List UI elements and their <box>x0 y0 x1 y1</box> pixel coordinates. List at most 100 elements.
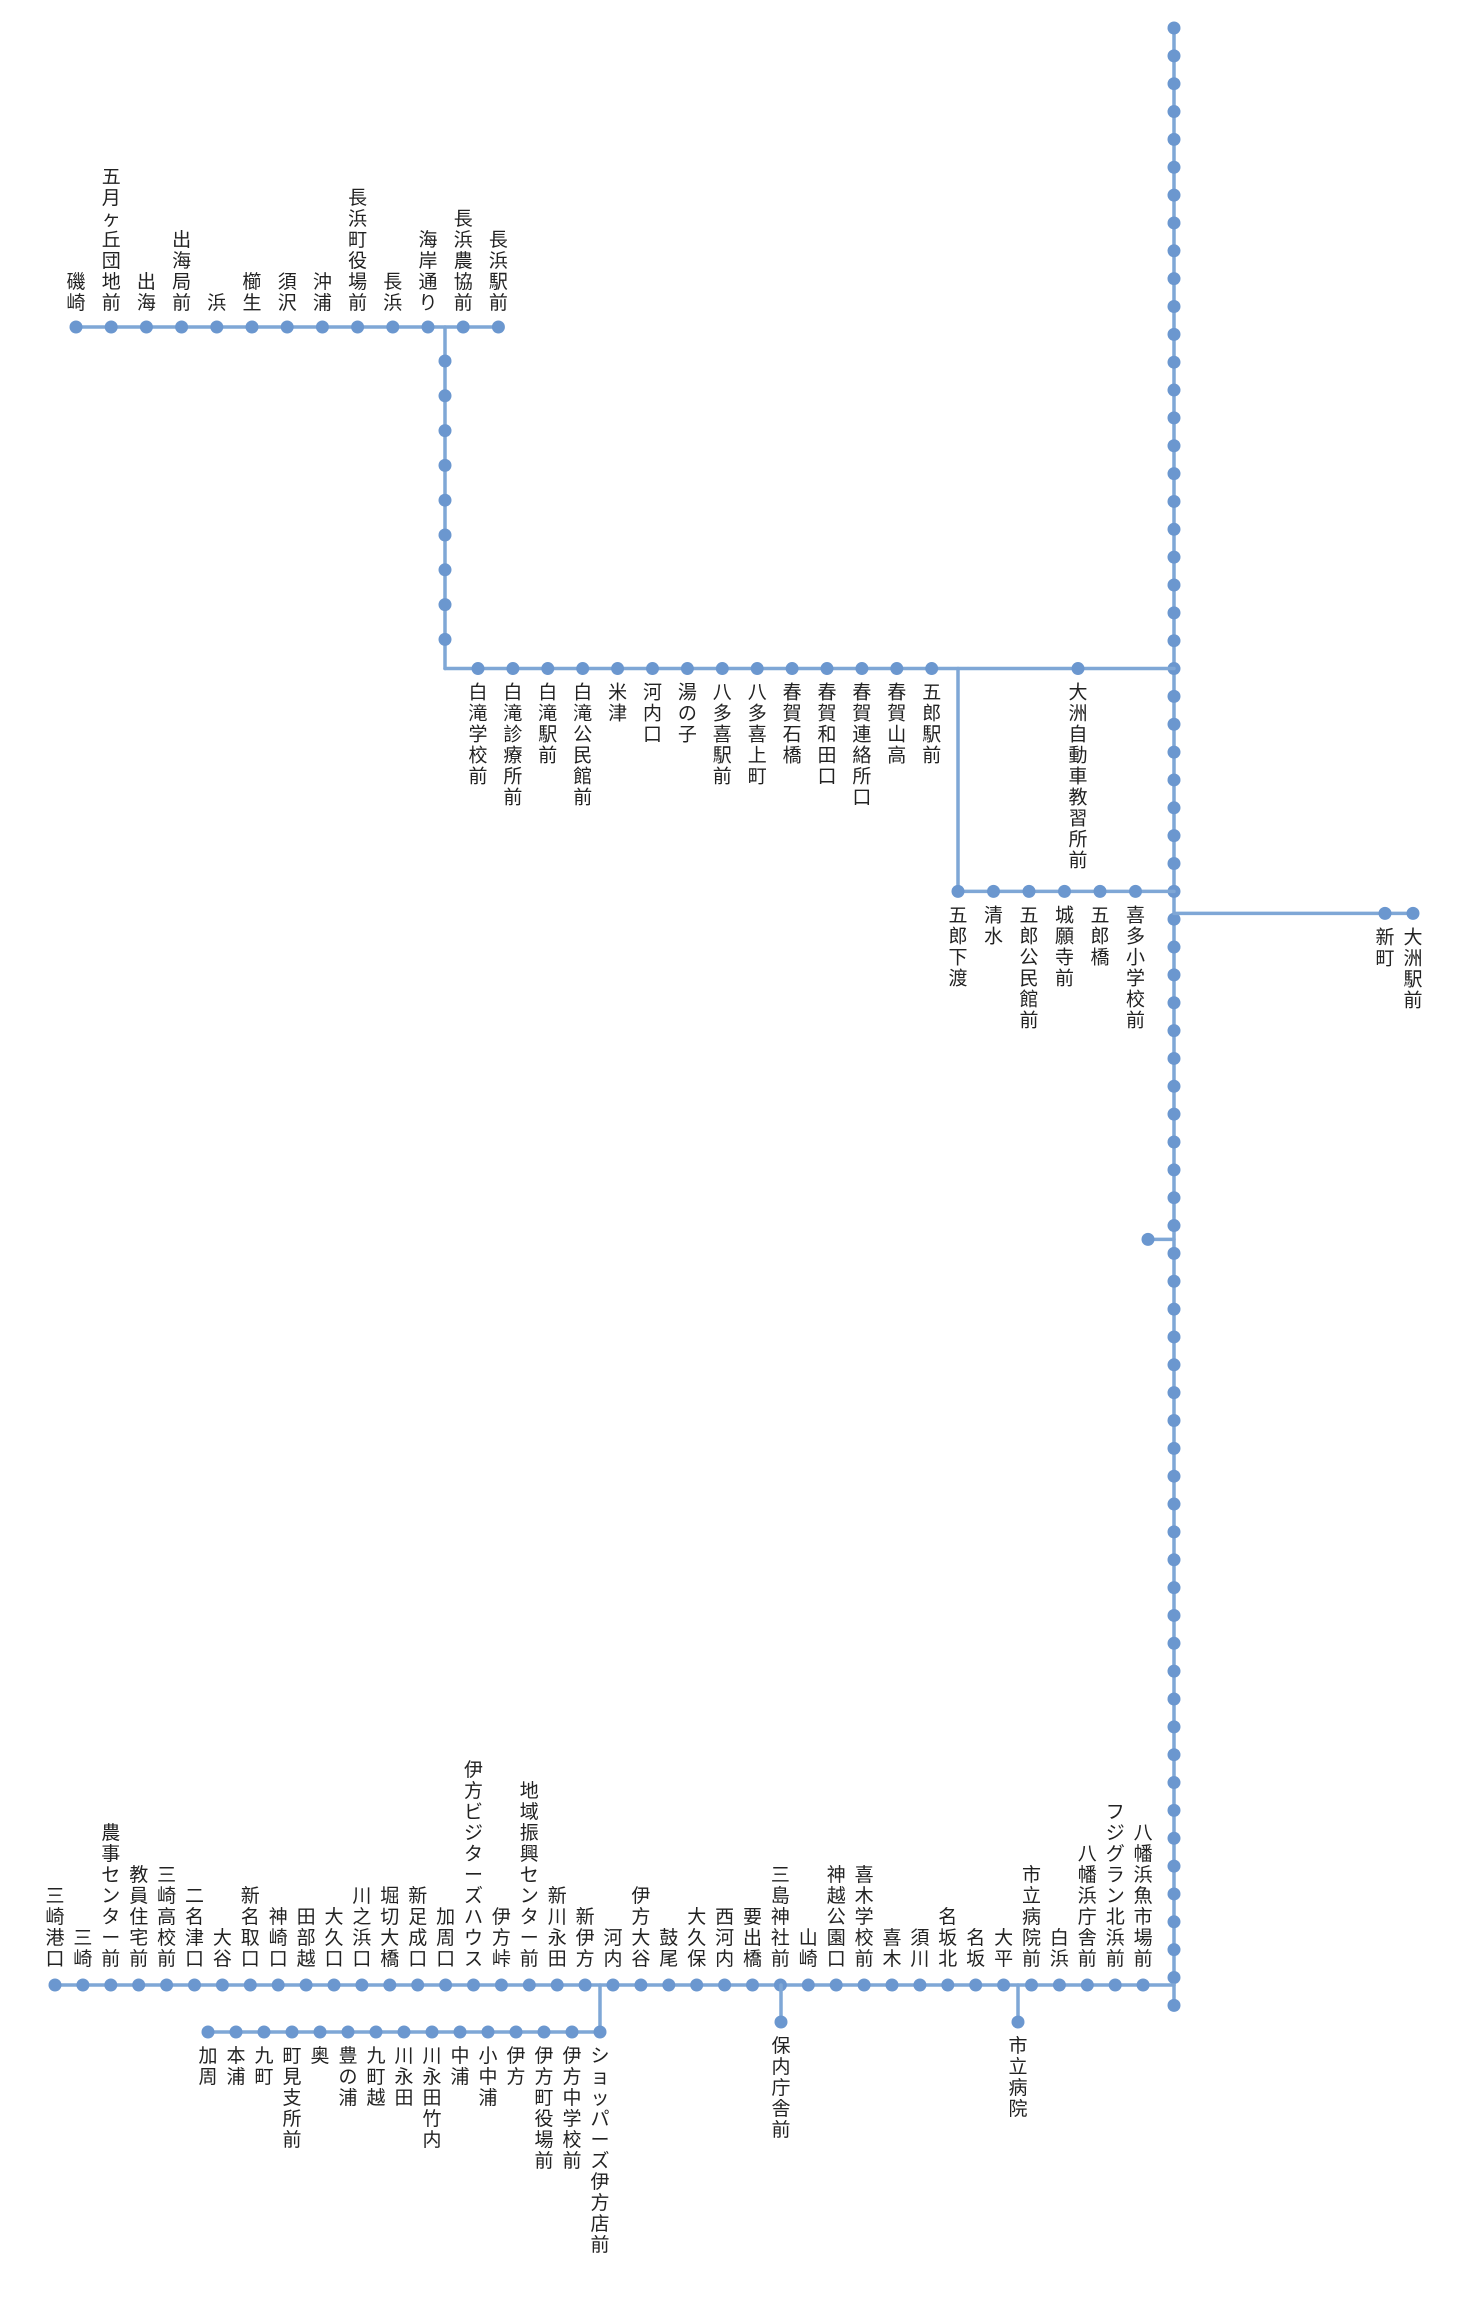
stop-shirataki[interactable] <box>715 662 729 676</box>
stop-main[interactable] <box>1167 21 1181 35</box>
stop-bottom[interactable] <box>997 1978 1011 1992</box>
stop-nagahama-top[interactable] <box>104 320 118 334</box>
stop-main[interactable] <box>1167 773 1181 787</box>
stop-shirataki[interactable] <box>820 662 834 676</box>
stop-goro[interactable] <box>987 884 1000 898</box>
stop-bottom[interactable] <box>271 1978 285 1992</box>
stop-main[interactable] <box>1167 411 1181 425</box>
stop-main[interactable] <box>1167 1135 1181 1149</box>
stop-main[interactable] <box>1167 355 1181 369</box>
stop-main[interactable] <box>1167 1051 1181 1065</box>
stop-nagahama[interactable] <box>438 598 452 612</box>
stop-bottom[interactable] <box>215 1978 229 1992</box>
stop-main[interactable] <box>1167 912 1181 926</box>
stop-shinmachi[interactable] <box>1406 906 1420 920</box>
stop-main[interactable] <box>1167 272 1181 286</box>
stop-shinmachi[interactable] <box>1378 906 1392 920</box>
stop-main[interactable] <box>1167 49 1181 63</box>
stop-main[interactable] <box>1167 1943 1181 1957</box>
stop-bottom-branch[interactable] <box>537 2025 551 2039</box>
stop-main[interactable] <box>1167 1636 1181 1650</box>
stop-hospital2[interactable] <box>1011 2015 1025 2029</box>
stop-shirataki[interactable] <box>506 662 520 676</box>
stop-shirataki[interactable] <box>890 662 904 676</box>
stop-bottom[interactable] <box>690 1978 704 1992</box>
stop-bottom[interactable] <box>299 1978 313 1992</box>
stop-main[interactable] <box>1167 1274 1181 1288</box>
stop-bottom[interactable] <box>383 1978 397 1992</box>
stop-main[interactable] <box>1167 1497 1181 1511</box>
stop-main[interactable] <box>1167 188 1181 202</box>
stop-main[interactable] <box>1167 1079 1181 1093</box>
stop-main[interactable] <box>1167 550 1181 564</box>
stop-bottom[interactable] <box>243 1978 257 1992</box>
stop-main[interactable] <box>1167 634 1181 648</box>
stop-main[interactable] <box>1167 1246 1181 1260</box>
stop-bottom[interactable] <box>969 1978 983 1992</box>
stop-main[interactable] <box>1167 160 1181 174</box>
stop-main[interactable] <box>1167 940 1181 954</box>
stop-bottom[interactable] <box>885 1978 899 1992</box>
stop-nagahama[interactable] <box>438 528 452 542</box>
stop-bottom[interactable] <box>941 1978 955 1992</box>
stop-nagahama[interactable] <box>438 458 452 472</box>
stop-bottom-branch[interactable] <box>341 2025 355 2039</box>
stop-main[interactable] <box>1167 1720 1181 1734</box>
stop-main[interactable] <box>1167 216 1181 230</box>
stop-bottom[interactable] <box>188 1978 201 1992</box>
stop-main[interactable] <box>1167 383 1181 397</box>
stop-hokan[interactable] <box>774 2015 788 2029</box>
stop-nagahama[interactable] <box>438 493 452 507</box>
stop-main[interactable] <box>1167 1692 1181 1706</box>
stop-main[interactable] <box>1167 1664 1181 1678</box>
stop-main[interactable] <box>1167 244 1181 258</box>
stop-bottom[interactable] <box>913 1978 927 1992</box>
stop-main[interactable] <box>1167 829 1181 843</box>
stop-nagahama-top[interactable] <box>315 320 329 334</box>
stop-bottom[interactable] <box>1108 1978 1122 1992</box>
stop-main[interactable] <box>1167 1831 1181 1845</box>
stop-main[interactable] <box>1167 996 1181 1010</box>
stop-nagahama-top[interactable] <box>386 320 400 334</box>
stop-goro[interactable] <box>1093 884 1107 898</box>
stop-bottom[interactable] <box>606 1978 620 1992</box>
stop-goro[interactable] <box>1022 884 1036 898</box>
stop-bottom[interactable] <box>1080 1978 1094 1992</box>
stop-nagahama-top[interactable] <box>210 320 224 334</box>
stop-main[interactable] <box>1167 1971 1181 1984</box>
stop-bottom[interactable] <box>494 1978 508 1992</box>
stop-main[interactable] <box>1167 745 1181 759</box>
stop-main[interactable] <box>1167 801 1181 815</box>
stop-main[interactable] <box>1167 327 1181 341</box>
stop-main[interactable] <box>1167 1803 1181 1817</box>
stop-bottom-branch[interactable] <box>593 2025 607 2039</box>
stop-bottom[interactable] <box>132 1978 146 1992</box>
stop-bottom[interactable] <box>327 1978 341 1992</box>
stop-bottom-branch[interactable] <box>369 2025 383 2039</box>
stop-nagahama[interactable] <box>438 389 452 403</box>
stop-main[interactable] <box>1167 1024 1181 1038</box>
stop-main[interactable] <box>1167 494 1181 508</box>
stop-bottom[interactable] <box>634 1978 648 1992</box>
stop-main[interactable] <box>1167 968 1181 982</box>
stop-shirataki[interactable] <box>785 662 799 676</box>
stop-bottom-branch[interactable] <box>425 2025 439 2039</box>
stop-main[interactable] <box>1167 857 1181 870</box>
stop-bottom[interactable] <box>550 1978 564 1992</box>
stop-main[interactable] <box>1167 1302 1181 1316</box>
stop-shirataki[interactable] <box>576 662 590 676</box>
stop-nagahama-top[interactable] <box>351 320 365 334</box>
stop-nagahama-top[interactable] <box>491 320 505 334</box>
stop-goro[interactable] <box>1129 884 1142 898</box>
stop-nagahama-top[interactable] <box>421 320 435 334</box>
stop-bottom-branch[interactable] <box>509 2025 523 2039</box>
stop-shirataki[interactable] <box>855 662 869 676</box>
stop-main[interactable] <box>1167 1776 1181 1790</box>
stop-goro[interactable] <box>951 884 965 898</box>
stop-shirataki[interactable] <box>750 662 764 676</box>
stop-bottom-branch[interactable] <box>201 2025 215 2039</box>
stop-main[interactable] <box>1167 467 1181 481</box>
stop-main[interactable] <box>1167 1386 1181 1400</box>
stop-main[interactable] <box>1167 1915 1181 1929</box>
stop-bottom-branch[interactable] <box>285 2025 299 2039</box>
